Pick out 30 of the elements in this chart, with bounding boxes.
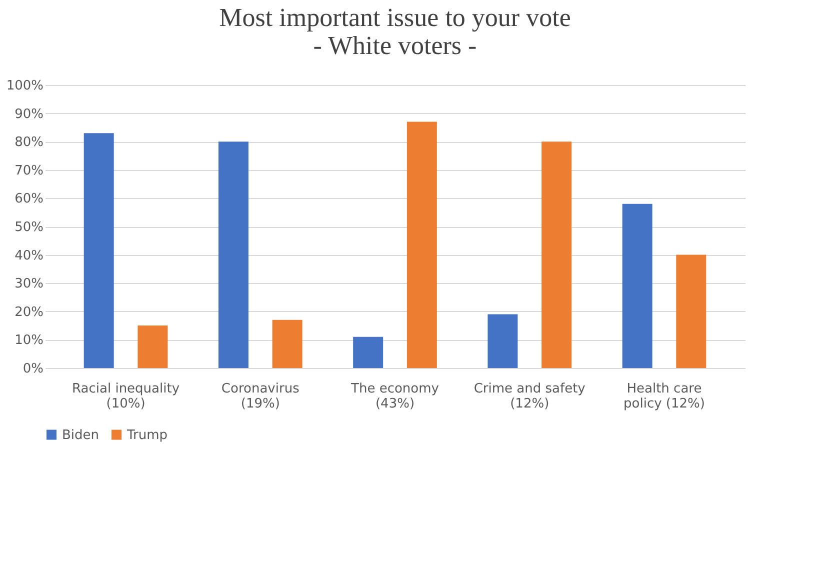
y-tick-label: 50% xyxy=(14,220,44,235)
y-tick-label: 90% xyxy=(14,106,44,122)
bar xyxy=(676,254,706,368)
y-tick-label: 80% xyxy=(14,135,44,150)
y-tick-label: 70% xyxy=(14,163,44,178)
bar xyxy=(622,204,652,368)
bar xyxy=(542,142,572,368)
bar xyxy=(353,336,384,368)
y-tick-label: 30% xyxy=(14,276,44,292)
legend-label: Biden xyxy=(62,428,100,443)
text: - White voters - xyxy=(313,31,477,60)
bar xyxy=(488,314,518,368)
bar xyxy=(272,320,302,368)
y-tick-label: 10% xyxy=(14,333,44,348)
x-tick-label: Coronavirus (19%) xyxy=(221,382,300,412)
text: Most important issue to your vote xyxy=(219,3,571,32)
y-tick-label: 60% xyxy=(14,192,44,207)
x-tick-label: The economy (43%) xyxy=(350,382,440,412)
y-tick-label: 20% xyxy=(14,304,44,320)
bar xyxy=(218,142,248,368)
y-tick-label: 40% xyxy=(14,248,44,264)
bar xyxy=(138,326,168,368)
bar xyxy=(406,122,437,368)
x-tick-label: Crime and safety (12%) xyxy=(474,382,586,412)
bar xyxy=(84,133,114,368)
x-tick-label: Racial inequality (10%) xyxy=(72,382,180,412)
y-tick-label: 100% xyxy=(6,78,44,94)
legend-label: Trump xyxy=(126,428,168,443)
x-tick-label: Health care policy (12%) xyxy=(624,382,705,412)
y-tick-label: 0% xyxy=(22,362,44,376)
